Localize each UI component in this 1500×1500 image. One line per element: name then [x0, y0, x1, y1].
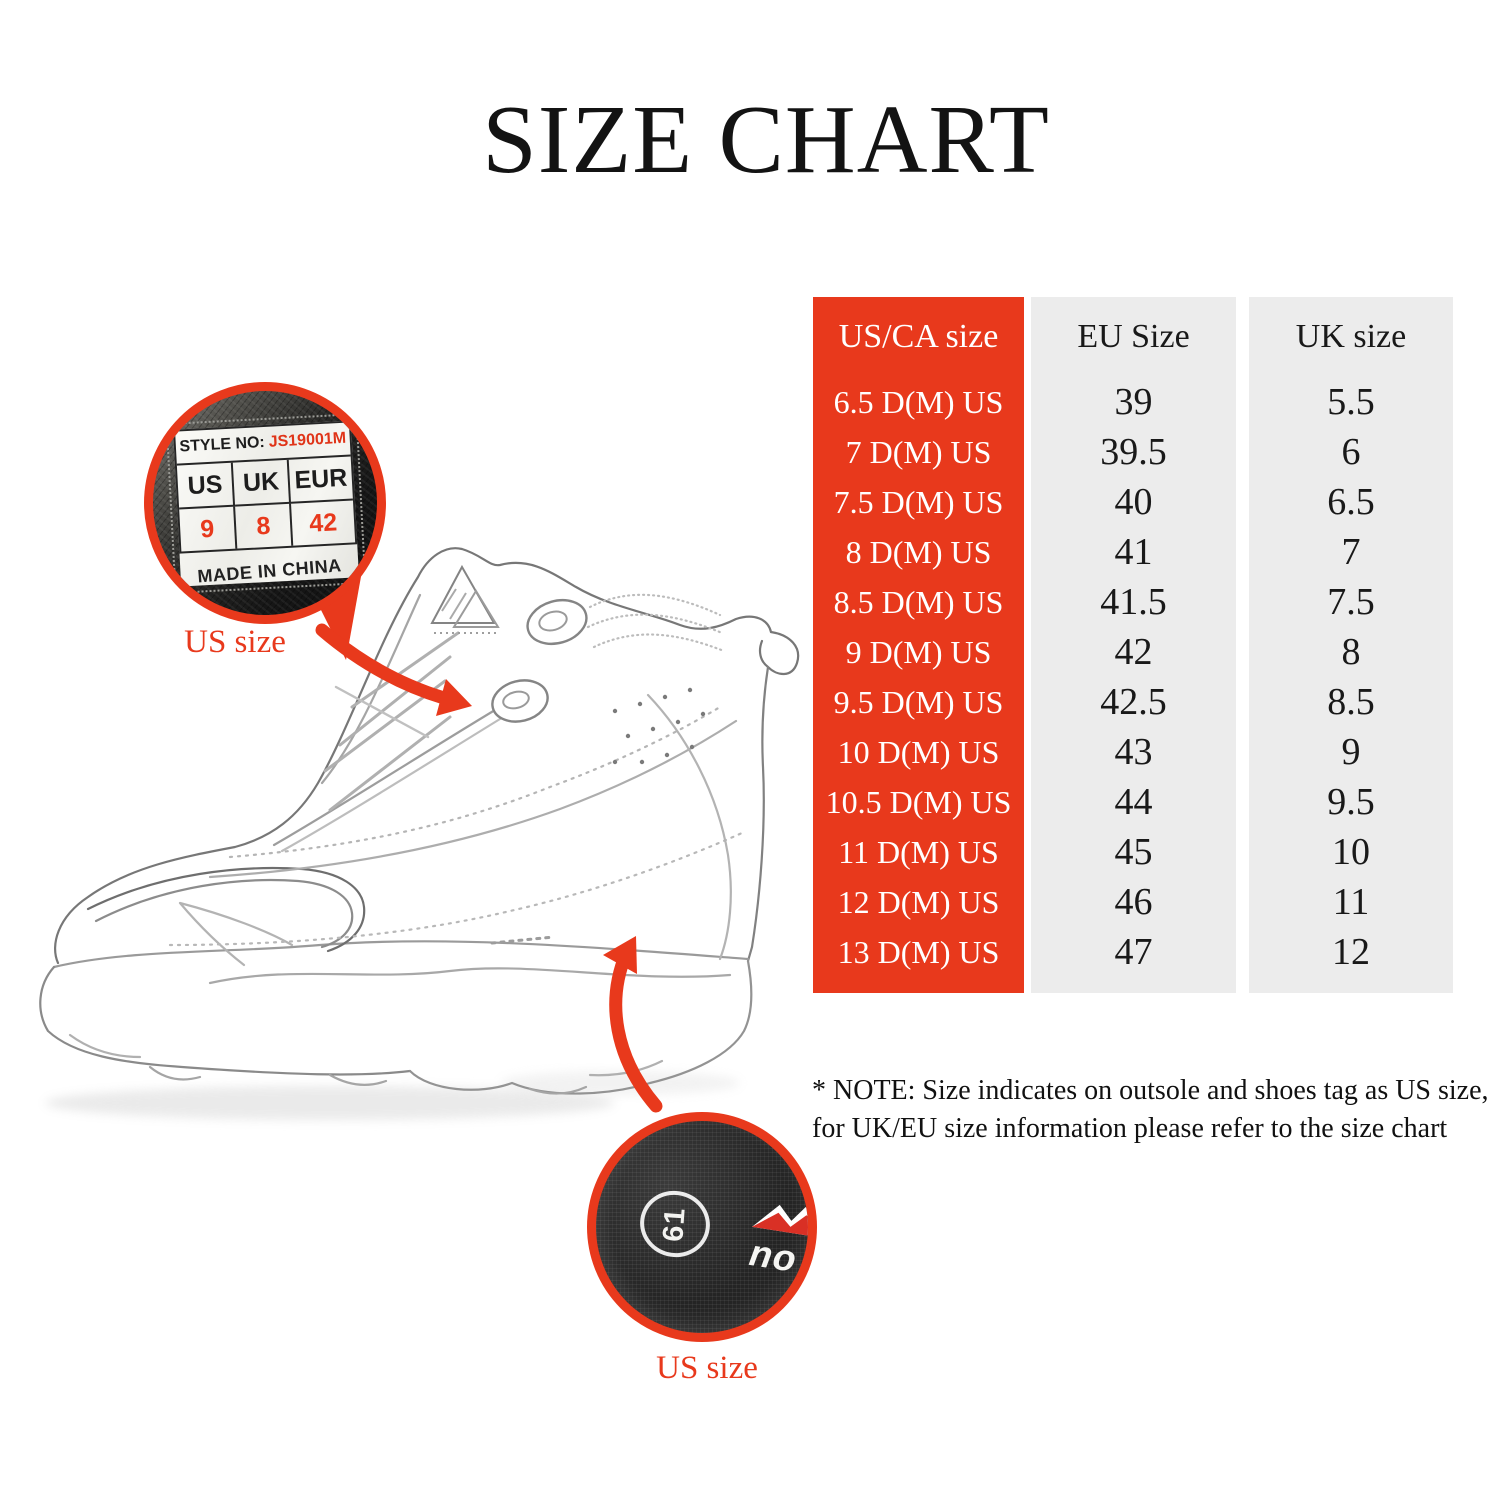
tag-value-eur: 42 [308, 507, 338, 538]
brand-logo: no [743, 1197, 808, 1290]
made-in-label: MADE IN CHINA [196, 555, 343, 587]
style-no-value: JS19001M [268, 429, 347, 451]
size-table-cell: 9.5 [1327, 781, 1375, 823]
size-table-cell: 9 [1341, 731, 1361, 773]
size-table-cell: 6.5 [1327, 481, 1375, 523]
size-table-cell: 12 [1332, 931, 1370, 973]
perforation-dots [612, 687, 706, 765]
tag-caption: US size [184, 624, 286, 660]
size-table-cell: 7.5 [1327, 581, 1375, 623]
size-note-line2: for UK/EU size information please refer … [812, 1113, 1448, 1144]
size-table-cell: 8.5 D(M) US [833, 583, 1004, 620]
size-table-cell: 40 [1114, 481, 1153, 523]
size-table-column-usca: US/CA size 6.5 D(M) US 7 D(M) US 7.5 D(M) … [813, 297, 1024, 993]
size-table-column-uk: UK size 5.5 6 6.5 7 7.5 8 8.5 9 9.5 10 11 12 [1249, 297, 1453, 993]
outsole-caption: US size [656, 1350, 758, 1386]
tag-header-us: US [176, 462, 236, 510]
size-table-cell: 39.5 [1100, 431, 1167, 473]
size-table-cell: 11 [1332, 881, 1370, 923]
size-table-cell: 47 [1114, 931, 1153, 973]
size-table-cell: 5.5 [1327, 381, 1375, 423]
size-table-cell: 39 [1114, 381, 1153, 423]
mountain-logo-icon [751, 1204, 808, 1241]
size-table-header-uk: UK size [1295, 318, 1407, 355]
tongue-logo-icon [430, 564, 500, 634]
size-table-cell: 7.5 D(M) US [833, 483, 1004, 520]
size-table-cell: 46 [1114, 881, 1153, 923]
page-title: SIZE CHART [482, 86, 1050, 194]
tag-header-uk: UK [232, 459, 292, 507]
size-table-cell: 11 D(M) US [838, 833, 999, 870]
shoe-tag-inset: STYLE NO: JS19001M US UK EUR 9 8 42 MADE… [144, 382, 386, 624]
size-table-cell: 41 [1114, 531, 1153, 573]
tag-value-us: 9 [179, 506, 238, 552]
tag-header-eur: EUR [288, 456, 353, 504]
size-table-column-eu: EU Size 39 39.5 40 41 41.5 42 42.5 43 44 45 46 47 [1031, 297, 1236, 993]
size-table-cells-eu: 39 39.5 40 41 41.5 42 42.5 43 44 45 46 47 [1031, 377, 1236, 977]
tag-value-uk: 8 [235, 503, 294, 549]
size-table-cell: 10.5 D(M) US [825, 783, 1012, 820]
shoe-tag-label: STYLE NO: JS19001M US UK EUR 9 8 42 MADE… [165, 413, 367, 594]
size-table-cell: 43 [1114, 731, 1153, 773]
size-table-cell: 6 [1341, 431, 1361, 473]
size-table-cell: 12 D(M) US [837, 883, 1000, 920]
outsole-inset: 61 no [587, 1112, 817, 1342]
logo-61-text: 61 [657, 1205, 692, 1243]
size-table-cell: 7 D(M) US [845, 433, 992, 470]
size-table-cell: 45 [1114, 831, 1153, 873]
size-table-cell: 10 [1332, 831, 1370, 873]
size-table-cells-uk: 5.5 6 6.5 7 7.5 8 8.5 9 9.5 10 11 12 [1249, 377, 1453, 977]
size-note: * NOTE: Size indicates on outsole and sh… [812, 1072, 1500, 1148]
lace-hook-icons [491, 598, 588, 723]
size-table-cells-usca: 6.5 D(M) US 7 D(M) US 7.5 D(M) US 8 D(M) US… [813, 377, 1024, 977]
size-table-cell: 6.5 D(M) US [833, 383, 1004, 420]
brand-text: no [746, 1232, 800, 1280]
size-table-cell: 10 D(M) US [837, 733, 1000, 770]
size-table-cell: 9.5 D(M) US [833, 683, 1004, 720]
size-table-cell: 42 [1114, 631, 1153, 673]
size-table-cell: 8.5 [1327, 681, 1375, 723]
size-table-cell: 8 D(M) US [845, 533, 992, 570]
size-table-header-usca: US/CA size [838, 318, 999, 355]
boot-sketch [39, 547, 800, 1120]
size-table-cell: 9 D(M) US [845, 633, 992, 670]
size-table-cell: 13 D(M) US [837, 933, 1000, 970]
ground-shadow [45, 1086, 615, 1120]
size-table-cell: 41.5 [1100, 581, 1167, 623]
size-table-cell: 42.5 [1100, 681, 1167, 723]
size-table-cell: 7 [1341, 531, 1361, 573]
circle-61-logo-icon: 61 [633, 1183, 717, 1265]
size-table-header-eu: EU Size [1077, 318, 1190, 355]
style-no-label: STYLE NO: [179, 433, 266, 456]
size-note-line1: * NOTE: Size indicates on outsole and sh… [812, 1075, 1489, 1106]
size-table-cell: 8 [1341, 631, 1361, 673]
size-table-cell: 44 [1114, 781, 1153, 823]
